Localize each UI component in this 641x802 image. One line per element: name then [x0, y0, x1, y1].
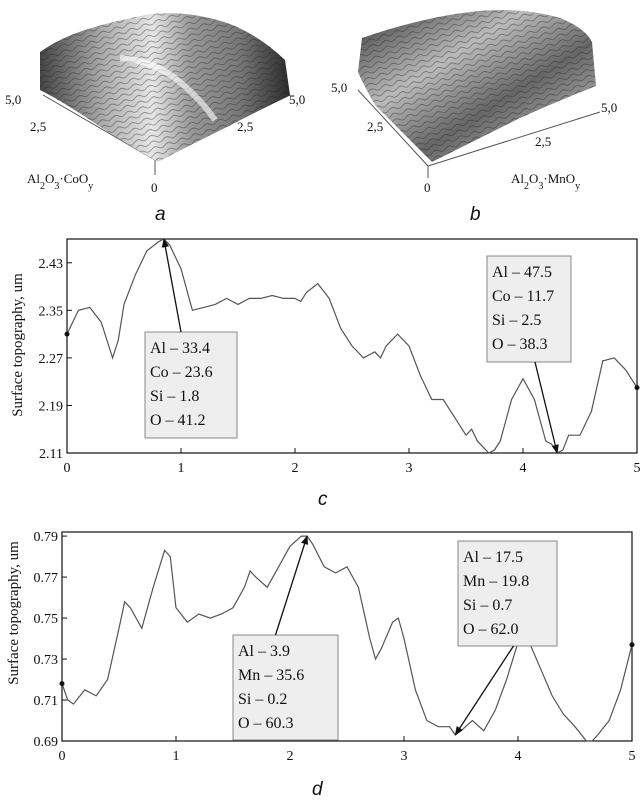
annotation-text: Si – 0.7: [463, 597, 512, 614]
annotation-arrow: [274, 535, 309, 636]
y-tick-label: 0.71: [34, 694, 59, 709]
panel-b-surface: 5,0 2,5 5,0 2,5 0 Al2O3·MnOy b: [331, 10, 617, 225]
annotation-arrow: [534, 361, 559, 454]
surface-tick: 2,5: [237, 119, 253, 134]
surface-tick: 5,0: [331, 80, 347, 95]
surface-texture: [40, 13, 290, 162]
x-tick-label: 0: [64, 461, 71, 476]
annotation-arrow: [454, 645, 515, 736]
annotation-box: [144, 331, 238, 439]
surface-tick: 5,0: [5, 92, 21, 107]
y-tick-label: 2.27: [39, 352, 64, 367]
panel-label: b: [470, 204, 481, 225]
annotation-box: [457, 540, 558, 647]
x-tick-label: 3: [401, 749, 408, 764]
surface-tick: 5,0: [289, 92, 305, 107]
surface-ridge: [119, 55, 218, 122]
x-tick-label: 4: [515, 749, 522, 764]
x-tick-label: 1: [173, 749, 180, 764]
surface-tick: 2,5: [30, 119, 46, 134]
annotation-text: Co – 23.6: [150, 364, 213, 381]
surface-tick: 0: [151, 180, 158, 195]
data-series-line: [66, 238, 638, 454]
x-tick-label: 2: [292, 461, 299, 476]
x-tick-label: 4: [520, 461, 527, 476]
material-label: Al2O3·MnOy: [511, 171, 580, 192]
annotation-text: O – 38.3: [492, 336, 548, 353]
x-tick-label: 1: [178, 461, 185, 476]
annotation-text: Si – 2.5: [492, 312, 541, 329]
material-label: Al2O3·CoOy: [27, 171, 93, 192]
surface-tick: 2,5: [367, 119, 383, 134]
annotation-text: O – 62.0: [463, 621, 519, 638]
x-tick-label: 0: [59, 749, 66, 764]
y-tick-label: 0.79: [34, 530, 59, 545]
annotation-text: Co – 11.7: [492, 288, 554, 305]
y-axis-label: Surface topography, um: [10, 273, 26, 417]
y-tick-label: 2.35: [39, 304, 64, 319]
x-tick-label: 5: [629, 749, 636, 764]
annotation-text: O – 41.2: [150, 412, 206, 429]
annotation-text: Mn – 19.8: [463, 573, 529, 590]
annotation-text: Al – 47.5: [492, 264, 552, 281]
annotation-box: [232, 634, 339, 741]
y-tick-label: 2.43: [39, 257, 64, 272]
annotation-text: Al – 17.5: [463, 549, 523, 566]
surface-texture: [358, 10, 596, 162]
annotation-text: Si – 1.8: [150, 388, 199, 405]
annotation-text: Mn – 35.6: [238, 667, 304, 684]
y-tick-label: 0.69: [34, 735, 59, 750]
plot-frame: [61, 531, 633, 742]
surface-axis: [427, 111, 601, 167]
panel-label: c: [318, 489, 328, 510]
panel-d-line-chart: Surface topography, um d 0 1 2 3 4 5 0.69 0.71 0…: [6, 530, 636, 800]
x-tick-label: 5: [634, 461, 641, 476]
annotation-text: O – 60.3: [238, 715, 294, 732]
y-tick-label: 0.77: [34, 571, 59, 586]
data-point: [64, 331, 70, 337]
data-point: [59, 681, 65, 687]
surface-tick: 2,5: [535, 134, 551, 149]
annotation-text: Al – 33.4: [150, 340, 210, 357]
plot-frame: [66, 238, 638, 454]
x-tick-label: 3: [406, 461, 413, 476]
panel-a-surface: 5,0 2,5 5,0 2,5 0 Al2O3·CoOy a: [5, 13, 305, 225]
annotation-text: Si – 0.2: [238, 691, 287, 708]
y-axis-label: Surface topography, um: [6, 541, 22, 685]
annotation-box: [486, 255, 572, 363]
annotation-text: Al – 3.9: [238, 643, 290, 660]
y-tick-label: 2.19: [39, 399, 64, 414]
x-tick-label: 2: [287, 749, 294, 764]
surface-axis: [357, 89, 429, 167]
data-point: [629, 642, 635, 648]
panel-label: d: [312, 779, 324, 800]
surface-tick: 5,0: [601, 100, 617, 115]
y-tick-label: 0.75: [34, 612, 59, 627]
panel-label: a: [155, 204, 166, 225]
annotation-arrow: [161, 238, 182, 333]
data-point: [634, 385, 640, 391]
y-tick-label: 2.11: [39, 447, 63, 462]
y-tick-label: 0.73: [34, 653, 59, 668]
surface-tick: 0: [424, 180, 431, 195]
panel-c-line-chart: Surface topography, um c 0 1 2 3 4 5 2.11 2.19 2…: [10, 238, 641, 510]
